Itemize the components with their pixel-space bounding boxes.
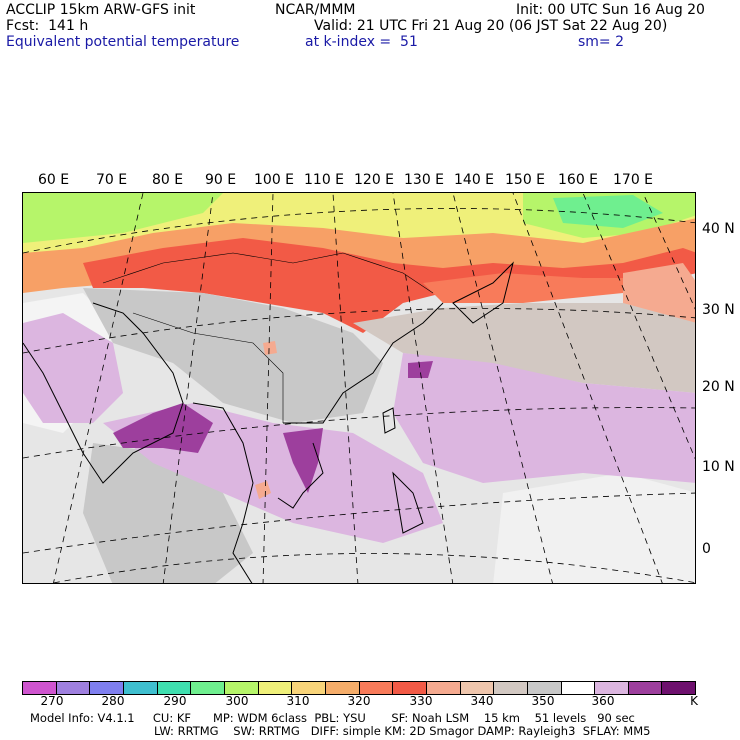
map-panel[interactable] (22, 192, 696, 584)
borders (102, 252, 434, 423)
coastlines (23, 261, 514, 583)
map-field (23, 193, 695, 583)
init-time: Init: 00 UTC Sun 16 Aug 20 (516, 2, 705, 18)
field-salmon-patch (255, 481, 271, 499)
field-green-region (23, 193, 223, 243)
colorbar-tick-label: 350 (531, 694, 555, 708)
field-deep-purple (408, 361, 433, 378)
colorbar-swatch (56, 682, 91, 694)
field-gray-region (353, 303, 695, 393)
model-title: ACCLIP 15km ARW-GFS init (6, 2, 196, 18)
field-red-band (83, 238, 695, 333)
colorbar-swatch (662, 682, 696, 694)
indochina-coast (277, 442, 324, 509)
colorbar-swatch (359, 682, 394, 694)
lon-label: 160 E (558, 172, 599, 188)
organization-label: NCAR/MMM (275, 2, 356, 18)
field-purple-region (23, 313, 123, 423)
colorbar-tick-label: 290 (163, 694, 187, 708)
colorbar-swatch (292, 682, 326, 694)
lat-label: 40 N (702, 221, 735, 237)
level-index: at k-index = 51 (305, 34, 418, 50)
colorbar-tick-label: 310 (286, 694, 310, 708)
colorbar (22, 681, 696, 695)
model-info-line1: Model Info: V4.1.1 CU: KF MP: WDM 6class… (30, 711, 635, 725)
field-name: Equivalent potential temperature (6, 34, 240, 50)
japan-coast (452, 261, 514, 324)
colorbar-tick-label: 270 (40, 694, 64, 708)
india-coast (23, 302, 184, 484)
lat-label: 20 N (702, 379, 735, 395)
colorbar-swatch (393, 682, 427, 694)
colorbar-swatch (561, 682, 596, 694)
burma-coast (192, 402, 254, 583)
field-gray-region (83, 288, 383, 423)
lon-label: 120 E (354, 172, 395, 188)
lon-label: 170 E (613, 172, 654, 188)
lon-label: 100 E (254, 172, 295, 188)
colorbar-tick-label: 360 (591, 694, 615, 708)
field-purple-region (393, 353, 695, 483)
forecast-hour: Fcst: 141 h (6, 18, 89, 34)
colorbar-swatch (258, 682, 293, 694)
lon-label: 60 E (38, 172, 70, 188)
colorbar-swatch (325, 682, 360, 694)
valid-time: Valid: 21 UTC Fri 21 Aug 20 (06 JST Sat … (314, 18, 668, 34)
model-info-line2: LW: RRTMG SW: RRTMG DIFF: simple KM: 2D … (154, 724, 651, 738)
colorbar-swatch (494, 682, 528, 694)
smoothing-label: sm= 2 (578, 34, 625, 50)
colorbar-swatch (191, 682, 225, 694)
field-gray-region (83, 443, 253, 583)
colorbar-swatch (123, 682, 158, 694)
colorbar-tick-label: 320 (347, 694, 371, 708)
field-red-band (423, 273, 643, 303)
lon-label: 140 E (454, 172, 495, 188)
taiwan-coast (382, 407, 396, 434)
colorbar-swatch (426, 682, 461, 694)
lon-label: 150 E (505, 172, 546, 188)
lat-label: 30 N (702, 302, 735, 318)
philippines-coast (392, 471, 424, 534)
colorbar-tick-label: 280 (101, 694, 125, 708)
colorbar-tick-label: 330 (409, 694, 433, 708)
lon-label: 130 E (404, 172, 445, 188)
field-salmon-patch (263, 341, 277, 355)
colorbar-swatch (628, 682, 663, 694)
lat-label: 10 N (702, 459, 735, 475)
colorbar-tick-label: 340 (470, 694, 494, 708)
colorbar-swatch (90, 682, 124, 694)
field-deep-purple (113, 403, 213, 453)
colorbar-swatch (224, 682, 259, 694)
lat-label: 0 (702, 541, 711, 557)
field-green-core (553, 195, 663, 228)
colorbar-swatch (527, 682, 562, 694)
colorbar-tick-label: 300 (225, 694, 249, 708)
colorbar-unit: K (690, 694, 698, 708)
lon-label: 90 E (205, 172, 237, 188)
lon-label: 110 E (304, 172, 345, 188)
graticule (23, 193, 695, 583)
lon-label: 80 E (152, 172, 184, 188)
field-light-patch (493, 473, 695, 583)
lon-label: 70 E (96, 172, 128, 188)
china-coast (283, 302, 444, 424)
colorbar-swatch (23, 682, 57, 694)
colorbar-swatch (460, 682, 495, 694)
colorbar-swatch (595, 682, 629, 694)
colorbar-swatch (157, 682, 192, 694)
